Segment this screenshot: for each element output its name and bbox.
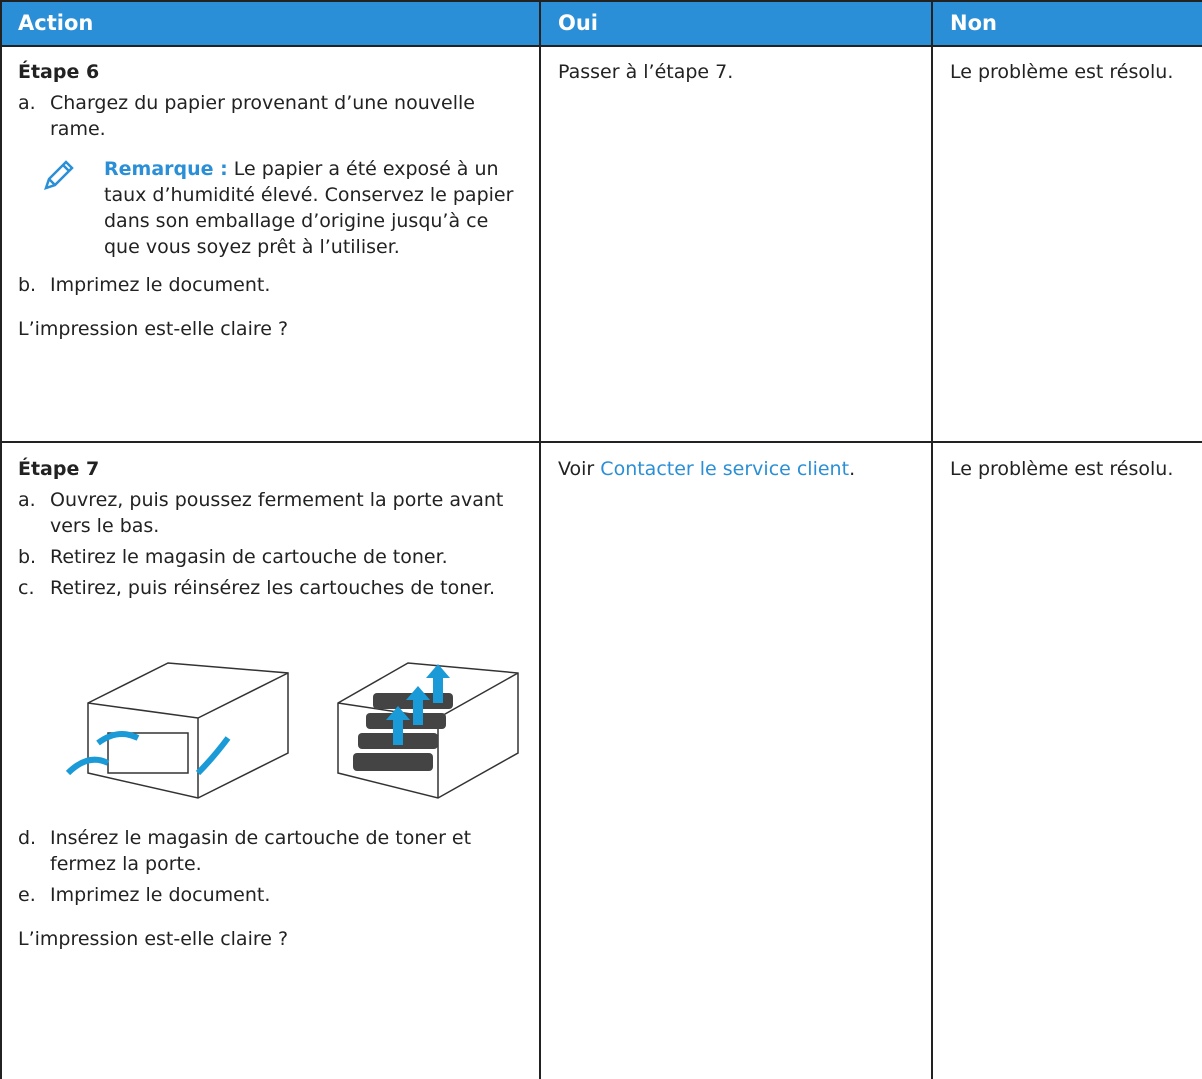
item-text: Ouvrez, puis poussez fermement la porte … [50,489,504,537]
cell-text: Passer à l’étape 7. [558,61,734,83]
non-cell: Le problème est résolu. [932,442,1202,482]
border [0,441,1202,443]
list-item: c. Retirez, puis réinsérez les cartouches… [18,575,522,601]
marker: b. [18,546,37,568]
oui-cell: Voir Contacter le service client. [540,442,932,482]
item-text: Retirez, puis réinsérez les cartouches d… [50,577,496,599]
cell-text: . [849,458,856,480]
item-text: Chargez du papier provenant d’une nouvel… [50,92,475,140]
item-text: Retirez le magasin de cartouche de toner… [50,546,448,568]
note-text: Le papier a été exposé à un taux d’humid… [104,158,514,258]
border [0,0,1202,2]
marker: c. [18,577,35,599]
cell-text: Voir [558,458,595,480]
list-item: b. Imprimez le document. [18,272,522,298]
header-cell: Oui [540,0,932,45]
cell-text: Le problème est résolu. [950,61,1174,83]
header-cell: Non [932,0,1202,45]
border [931,0,933,1079]
cell-text: Le problème est résolu. [950,458,1174,480]
question: L’impression est-elle claire ? [18,928,289,950]
question: L’impression est-elle claire ? [18,318,289,340]
step-title: Étape 7 [18,458,100,480]
list-item: b. Retirez le magasin de cartouche de ton… [18,544,522,570]
note: Remarque : Le papier a été exposé à un t… [18,156,524,260]
header-cell: Action [0,0,540,45]
border [0,45,1202,47]
list-item: a. Ouvrez, puis poussez fermement la port… [18,487,522,539]
note-label: Remarque : [104,158,228,180]
item-text: Imprimez le document. [50,884,271,906]
non-cell: Le problème est résolu. [932,45,1202,85]
marker: b. [18,274,37,296]
pencil-icon [44,160,74,190]
marker: d. [18,827,37,849]
list-item: e. Imprimez le document. [18,882,522,908]
action-cell: Étape 7 a. Ouvrez, puis poussez fermement… [0,442,540,952]
marker: a. [18,92,36,114]
list-item: a. Chargez du papier provenant d’une nouv… [18,90,522,142]
marker: e. [18,884,36,906]
item-text: Insérez le magasin de cartouche de toner… [50,827,472,875]
step-title: Étape 6 [18,61,100,83]
link[interactable]: Contacter le service client [600,458,850,480]
oui-cell: Passer à l’étape 7. [540,45,932,85]
marker: a. [18,489,36,511]
item-text: Imprimez le document. [50,274,271,296]
list-item: d. Insérez le magasin de cartouche de ton… [18,825,522,877]
border [539,0,541,1079]
illustration [65,662,519,799]
border [0,0,2,1079]
action-cell: Étape 6 a. Chargez du papier provenant d’… [0,45,540,342]
